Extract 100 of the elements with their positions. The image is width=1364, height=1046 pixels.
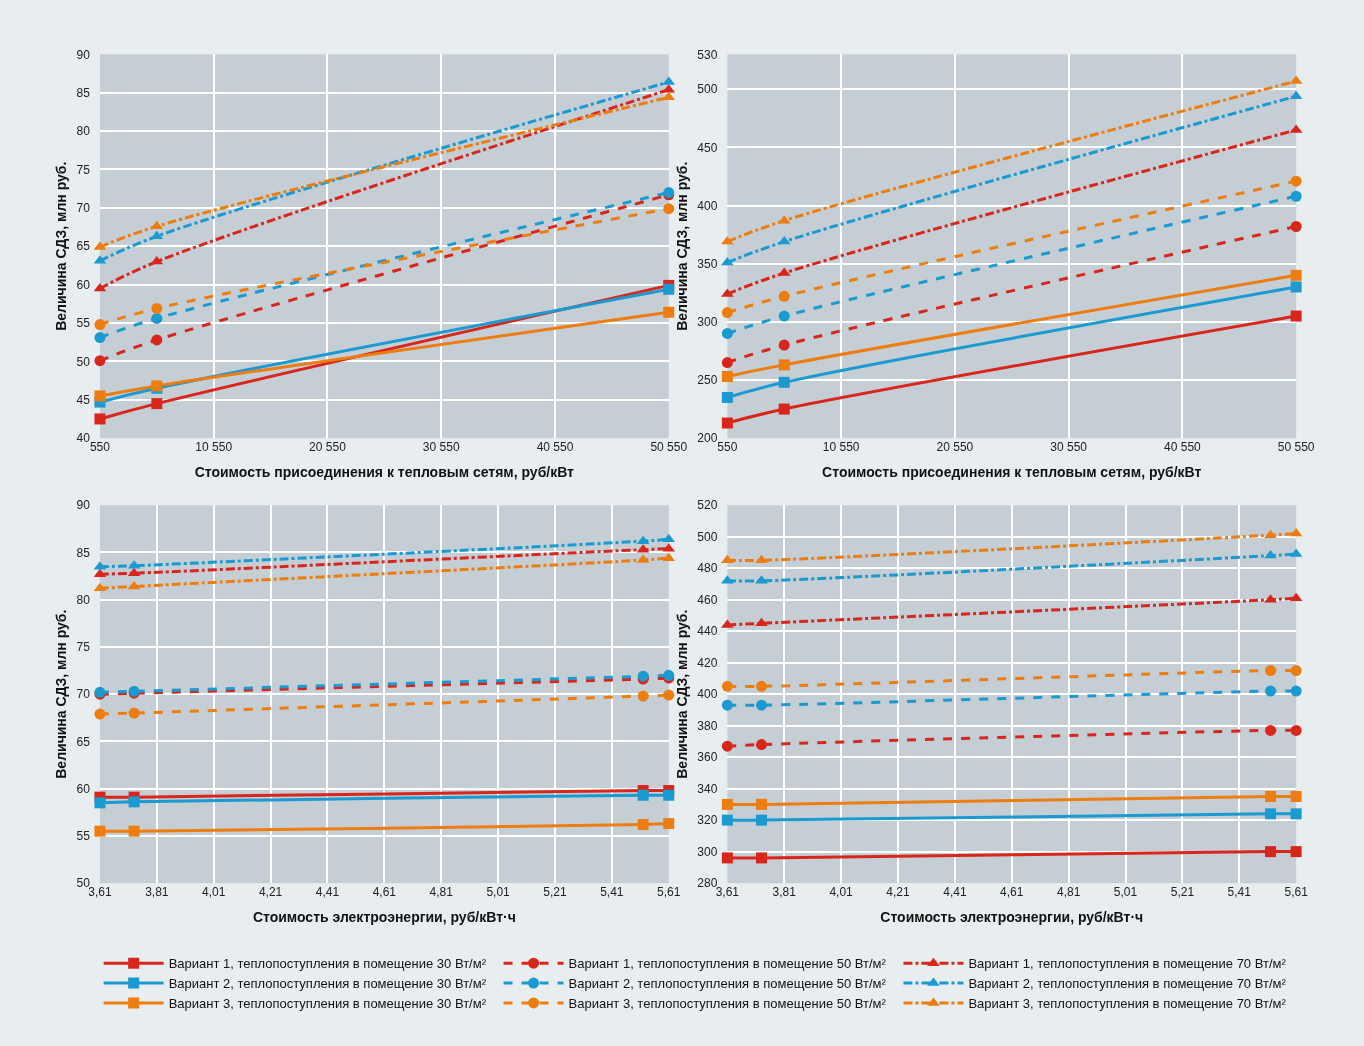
- point: [128, 707, 140, 719]
- y-tick-label: 70: [76, 687, 91, 702]
- x-tick-label: 30 550: [422, 440, 460, 455]
- point: [1290, 724, 1302, 736]
- point: [721, 307, 733, 319]
- point: [778, 359, 790, 371]
- point: [1265, 665, 1277, 677]
- y-tick-label: 40: [76, 431, 91, 446]
- y-tick-label: 530: [697, 47, 718, 62]
- x-tick-label: 30 550: [1050, 440, 1088, 455]
- x-tick-label: 4,61: [1000, 885, 1024, 900]
- legend-label: Вариант 3, теплопоступления в помещение 30 Вт/м²: [168, 996, 487, 1011]
- point: [1290, 281, 1302, 293]
- y-tick-label: 340: [697, 781, 718, 796]
- y-tick-label: 300: [697, 315, 718, 330]
- x-tick-label: 4,41: [315, 885, 340, 900]
- x-tick-label: 4,01: [202, 885, 226, 900]
- y-tick-label: 480: [697, 561, 718, 576]
- y-tick-label: 200: [697, 431, 718, 446]
- point: [127, 580, 141, 590]
- point: [150, 220, 164, 230]
- point: [721, 554, 734, 564]
- x-tick-label: 5,01: [1113, 885, 1138, 900]
- point: [778, 290, 790, 302]
- point: [94, 413, 106, 425]
- y-tick-label: 500: [697, 82, 718, 97]
- point: [721, 814, 733, 826]
- y-tick-label: 250: [697, 373, 718, 388]
- point: [663, 203, 675, 215]
- point: [721, 852, 733, 864]
- x-tick-label: 5,61: [657, 885, 681, 900]
- y-tick-label: 85: [76, 545, 91, 560]
- point: [721, 391, 733, 403]
- point: [721, 357, 733, 369]
- point: [755, 814, 767, 826]
- y-tick-label: 55: [76, 829, 91, 844]
- y-tick-label: 90: [76, 498, 91, 513]
- y-tick-label: 90: [76, 47, 91, 62]
- y-tick-label: 400: [697, 687, 718, 702]
- y-tick-label: 70: [76, 201, 91, 216]
- point: [663, 789, 675, 801]
- point: [1290, 220, 1302, 232]
- legend-label: Вариант 1, теплопоступления в помещение 70 Вт/м²: [968, 956, 1287, 972]
- point: [778, 310, 790, 322]
- point: [637, 690, 649, 702]
- y-tick-label: 520: [697, 498, 718, 513]
- x-tick-label: 3,81: [145, 885, 169, 900]
- y-tick-label: 380: [697, 718, 718, 733]
- x-tick-label: 5,41: [1227, 885, 1252, 900]
- x-tick-label: 5,01: [486, 885, 511, 900]
- point: [663, 306, 675, 318]
- y-tick-label: 55: [76, 316, 91, 331]
- point: [1265, 808, 1277, 820]
- point: [93, 282, 107, 292]
- point: [127, 567, 141, 577]
- y-tick-label: 80: [76, 124, 91, 139]
- y-tick-label: 45: [76, 392, 91, 407]
- point: [721, 371, 733, 383]
- point: [637, 789, 649, 801]
- x-tick-label: 4,61: [372, 885, 397, 900]
- legend-label: Вариант 1, теплопоступления в помещение 30 Вт/м²: [168, 956, 487, 972]
- point: [663, 818, 675, 830]
- point: [1290, 310, 1302, 322]
- point: [778, 339, 790, 351]
- y-tick-label: 65: [76, 239, 91, 254]
- x-tick-label: 5,41: [600, 885, 624, 900]
- point: [721, 417, 733, 429]
- point: [756, 680, 767, 692]
- x-tick-label: 4,81: [1056, 885, 1081, 900]
- y-tick-label: 60: [76, 277, 91, 292]
- point: [1290, 175, 1302, 187]
- x-tick-label: 5,21: [543, 885, 567, 900]
- point: [94, 319, 106, 331]
- y-tick-label: 75: [76, 162, 91, 177]
- y-tick-label: 85: [76, 85, 91, 100]
- point: [94, 797, 106, 809]
- y-axis-title: Величина СДЗ, млн руб.: [673, 161, 690, 331]
- x-axis-title: Стоимость электроэнергии, руб/кВт·ч: [252, 909, 516, 926]
- y-tick-label: 440: [697, 624, 718, 639]
- point: [151, 302, 163, 314]
- legend-label: Вариант 3, теплопоступления в помещение 70 Вт/м²: [968, 996, 1287, 1011]
- x-tick-label: 50 550: [650, 440, 688, 455]
- y-tick-label: 420: [697, 655, 718, 670]
- x-axis-title: Стоимость присоединения к тепловым сетям, руб/кВт: [194, 464, 575, 481]
- point: [756, 699, 767, 711]
- point: [93, 582, 107, 592]
- point: [94, 708, 106, 720]
- x-axis-title: Стоимость присоединения к тепловым сетям, руб/кВт: [822, 464, 1202, 481]
- point: [1290, 846, 1302, 858]
- point: [778, 403, 790, 415]
- x-tick-label: 550: [89, 440, 111, 455]
- x-tick-label: 4,81: [429, 885, 454, 900]
- x-tick-label: 4,21: [258, 885, 283, 900]
- point: [150, 230, 164, 240]
- point: [151, 334, 163, 346]
- y-tick-label: 450: [697, 140, 718, 155]
- point: [637, 819, 649, 831]
- y-tick-label: 80: [76, 592, 91, 607]
- y-tick-label: 60: [76, 781, 91, 796]
- x-tick-label: 550: [717, 440, 738, 455]
